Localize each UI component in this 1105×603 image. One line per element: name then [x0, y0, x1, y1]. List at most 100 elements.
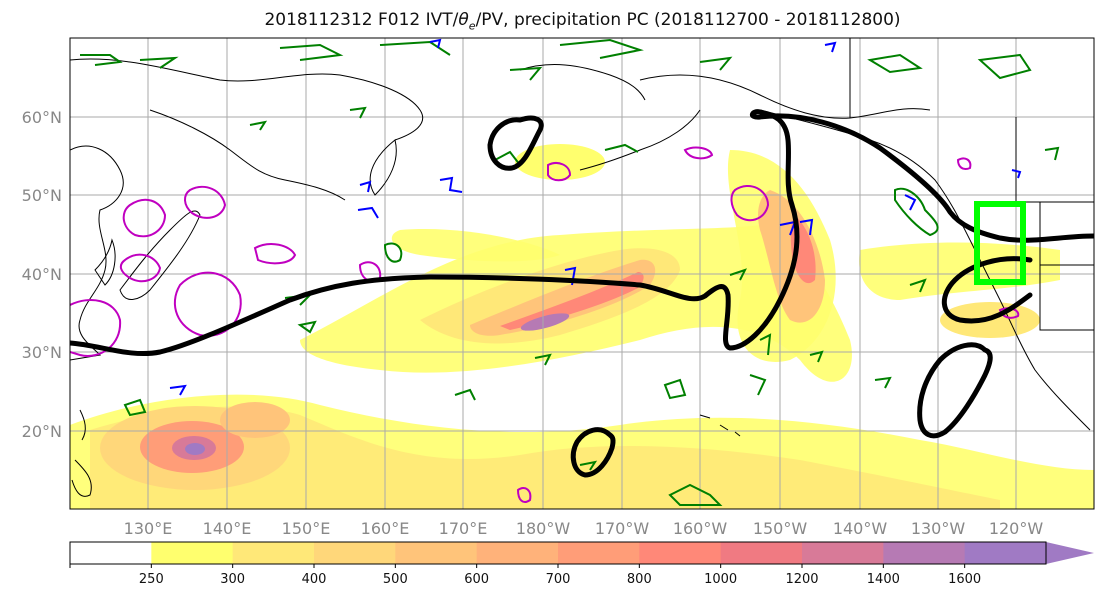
pv-green-3 [279, 43, 344, 61]
lon-label-130w: 130°W [911, 519, 966, 538]
coast-okhotsk [149, 109, 346, 201]
lon-label-170w: 170°W [595, 519, 650, 538]
lon-label-180w: 180°W [516, 519, 571, 538]
pv-green-11 [604, 143, 639, 153]
lon-label-140w: 140°W [833, 519, 888, 538]
pv-blue-7 [169, 384, 187, 396]
lat-label-60n: 60°N [22, 108, 62, 127]
lat-label-20n: 20°N [22, 422, 62, 441]
pv-blue-6 [799, 218, 814, 236]
theta-e-coast-loop [941, 256, 1033, 324]
ivt-river-500 [470, 259, 656, 336]
pv-magenta-11 [516, 487, 532, 503]
pv-green-30 [1044, 146, 1060, 161]
pv-blue-10 [429, 38, 442, 49]
ivt-tropical-max-core [185, 443, 205, 455]
pv-green-2 [139, 56, 179, 69]
pv-green-5 [559, 38, 644, 59]
lon-label-160e: 160°E [361, 519, 410, 538]
pv-green-17 [534, 353, 552, 366]
colorbar-segment [151, 542, 234, 564]
coast-korea [94, 238, 116, 286]
coast-alaska-south [579, 109, 701, 171]
pv-magenta-8 [547, 162, 572, 182]
colorbar-segments [70, 542, 1047, 564]
colorbar-tick-label: 250 [139, 572, 164, 587]
colorbar-tick-label: 600 [464, 572, 489, 587]
colorbar-tick-label: 500 [383, 572, 408, 587]
pv-green-22 [579, 460, 598, 471]
lon-label-160w: 160°W [673, 519, 728, 538]
colorbar-segment [964, 542, 1047, 564]
map-frame [69, 37, 1095, 510]
colorbar-tick-label: 400 [302, 572, 327, 587]
coast-chukotka [519, 64, 646, 101]
colorbar-tick-label: 1600 [948, 572, 981, 587]
longitude-labels: 130°E 140°E 150°E 160°E 170°E 180°W 170°… [124, 519, 1044, 538]
colorbar-segment [802, 542, 884, 564]
colorbar-segment [476, 542, 559, 564]
pv-blue-2 [357, 206, 379, 219]
colorbar-segment [395, 542, 478, 564]
lon-label-150w: 150°W [753, 519, 808, 538]
latitude-labels: 60°N 50°N 40°N 30°N 20°N [22, 108, 62, 441]
pv-blue-8 [904, 194, 917, 211]
pv-magenta-3 [119, 253, 162, 283]
coast-kamchatka [369, 139, 397, 196]
theta-e-bering-loop [487, 115, 544, 171]
pv-green-25 [874, 376, 892, 389]
coast-na-west [969, 239, 1091, 431]
colorbar-segment [314, 542, 396, 564]
colorbar-segment [232, 542, 315, 564]
pv-blue-11 [824, 41, 837, 53]
title-suffix: /PV, precipitation PC (2018112700 - 2018… [475, 10, 901, 30]
lon-label-120w: 120°W [989, 519, 1044, 538]
ivt-river-800 [500, 272, 644, 330]
coast-philippines [71, 459, 92, 497]
colorbar-tick-label: 300 [220, 572, 245, 587]
pv-green-group [80, 38, 1060, 506]
pv-magenta-13 [956, 157, 972, 170]
pv-magenta-10 [683, 146, 714, 160]
lon-label-170e: 170°E [439, 519, 488, 538]
theta-e-tropical-loop [570, 427, 616, 478]
pv-green-23 [894, 187, 939, 237]
graticule [70, 38, 1094, 509]
ivt-secondary-max [220, 402, 290, 438]
pv-green-19 [749, 374, 767, 396]
pv-blue-group [169, 38, 1022, 396]
theta-e-contours [70, 109, 1094, 478]
pv-green-28 [349, 106, 367, 119]
highlight-region-box [974, 201, 1026, 285]
coastlines [70, 38, 1094, 497]
colorbar: 250 300 400 500 600 700 800 1000 1200 1400 1600 [69, 541, 1094, 587]
colorbar-extend-arrow [1046, 542, 1094, 564]
coast-asia [70, 145, 124, 361]
colorbar-tick-label: 1400 [867, 572, 900, 587]
pv-green-8 [509, 66, 543, 81]
ivt-tropical-band-inner [90, 406, 1000, 509]
title-theta-subscript: e [468, 19, 476, 33]
colorbar-segment [639, 542, 722, 564]
coast-siberia-north [70, 58, 423, 141]
pv-blue-9 [1011, 169, 1022, 179]
pv-green-10 [494, 150, 521, 166]
pv-magenta-7 [730, 185, 770, 222]
theta-e-subtropical-loop [917, 342, 993, 439]
colorbar-tick-label: 700 [546, 572, 571, 587]
colorbar-segment [558, 542, 640, 564]
colorbar-segment [720, 542, 803, 564]
pv-magenta-2 [184, 185, 227, 219]
title-prefix: 2018112312 F012 IVT/ [264, 10, 459, 30]
pv-contours [70, 38, 1060, 506]
lat-label-30n: 30°N [22, 343, 62, 362]
ivt-west-band [391, 229, 560, 262]
pv-green-26 [809, 350, 824, 363]
map-title: 2018112312 F012 IVT/θe/PV, precipitation… [0, 10, 1105, 32]
pv-green-24 [909, 278, 927, 293]
pv-magenta-5 [70, 299, 122, 357]
lon-label-130e: 130°E [124, 519, 173, 538]
pv-green-1 [80, 54, 123, 66]
pv-green-18 [663, 378, 687, 400]
